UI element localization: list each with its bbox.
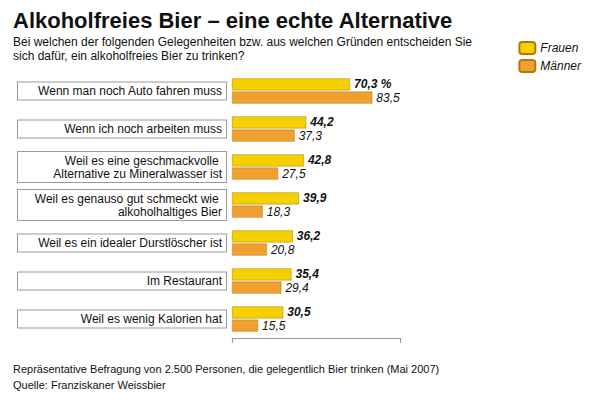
svg-text:Repräsentative Befragung von 2: Repräsentative Befragung von 2.500 Perso… (13, 363, 439, 375)
svg-text:39,9: 39,9 (303, 191, 327, 205)
svg-text:30,5: 30,5 (287, 305, 311, 319)
svg-text:35,4: 35,4 (295, 267, 319, 281)
svg-text:Wenn ich noch arbeiten muss: Wenn ich noch arbeiten muss (64, 122, 222, 136)
svg-text:44,2: 44,2 (309, 115, 334, 129)
svg-text:Quelle: Franziskaner Weissbier: Quelle: Franziskaner Weissbier (13, 379, 166, 391)
svg-text:Alternative zu Mineralwasser i: Alternative zu Mineralwasser ist (53, 167, 222, 181)
svg-text:alkoholhaltiges Bier: alkoholhaltiges Bier (118, 205, 222, 219)
svg-text:Weil es wenig Kalorien hat: Weil es wenig Kalorien hat (81, 312, 223, 326)
svg-text:Weil es ein idealer Durstlösch: Weil es ein idealer Durstlöscher ist (38, 236, 223, 250)
svg-text:70,3 %: 70,3 % (354, 77, 392, 91)
svg-text:Weil es eine geschmackvolle: Weil es eine geschmackvolle (65, 154, 222, 168)
svg-text:36,2: 36,2 (297, 229, 321, 243)
svg-text:Bei welchen der folgenden Gele: Bei welchen der folgenden Gelegenheiten … (13, 35, 475, 49)
svg-text:15,5: 15,5 (262, 319, 286, 333)
svg-text:sich dafür, ein alkoholfreies: sich dafür, ein alkoholfreies Bier zu tr… (13, 49, 245, 63)
svg-text:Frauen: Frauen (540, 41, 578, 55)
svg-text:Alkoholfreies Bier – eine echt: Alkoholfreies Bier – eine echte Alternat… (13, 8, 452, 33)
svg-text:18,3: 18,3 (267, 205, 291, 219)
svg-text:Männer: Männer (540, 59, 582, 73)
svg-text:20,8: 20,8 (270, 243, 295, 257)
svg-text:27,5: 27,5 (281, 167, 306, 181)
svg-text:83,5: 83,5 (376, 91, 400, 105)
svg-text:37,3: 37,3 (299, 129, 323, 143)
svg-text:42,8: 42,8 (307, 153, 332, 167)
svg-text:Weil es genauso gut schmeckt w: Weil es genauso gut schmeckt wie (35, 192, 222, 206)
svg-text:29,4: 29,4 (284, 281, 309, 295)
svg-text:Wenn man noch Auto fahren muss: Wenn man noch Auto fahren muss (38, 84, 222, 98)
svg-text:Im Restaurant: Im Restaurant (147, 274, 223, 288)
